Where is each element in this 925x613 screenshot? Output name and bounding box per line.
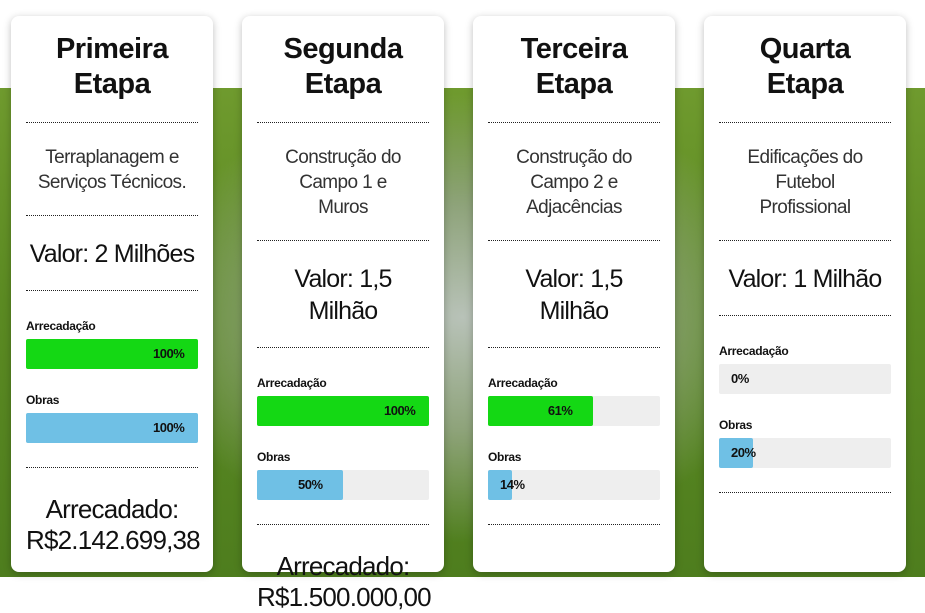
divider <box>488 122 660 123</box>
raised-amount: R$2.142.699,38 <box>26 525 201 555</box>
total-raised: Arrecadado: R$2.142.699,38 <box>26 468 201 556</box>
obras-progress-fill <box>488 470 513 500</box>
divider <box>488 347 660 348</box>
obras-progress-value: 14% <box>500 477 525 492</box>
stage-description: Terraplanagem e Serviços Técnicos. <box>37 147 187 193</box>
stage-description: Edificações do Futebol Profissional <box>747 147 863 218</box>
arrecadacao-progress-fill <box>26 339 198 369</box>
arrecadacao-progress-bar: 100% <box>257 396 429 426</box>
arrecadacao-label: Arrecadação <box>488 376 558 390</box>
stage-card: Primeira Etapa Terraplanagem e Serviços … <box>11 16 213 572</box>
divider <box>257 240 429 241</box>
stage-title: Terceira Etapa <box>520 33 628 100</box>
obras-label: Obras <box>488 450 522 464</box>
arrecadacao-progress-bar: 0% <box>719 364 891 394</box>
stage-value: Valor: 2 Milhões <box>29 240 195 268</box>
stage-title: Primeira Etapa <box>55 33 169 100</box>
divider <box>488 524 660 525</box>
stage-card: Quarta Etapa Edificações do Futebol Prof… <box>704 16 906 572</box>
obras-label: Obras <box>719 418 753 432</box>
arrecadacao-progress-bar: 100% <box>26 339 198 369</box>
divider <box>26 467 198 468</box>
divider <box>719 492 891 493</box>
arrecadacao-progress-value: 61% <box>547 403 573 418</box>
obras-label: Obras <box>26 393 60 407</box>
arrecadacao-label: Arrecadação <box>26 319 96 333</box>
arrecadacao-label: Arrecadação <box>719 344 789 358</box>
total-raised: Arrecadado: R$1.500.000,00 <box>257 525 432 613</box>
divider <box>257 524 429 525</box>
stage-description: Construção do Campo 2 e Adjacências <box>516 147 632 218</box>
divider <box>719 122 891 123</box>
stage-card: Terceira Etapa Construção do Campo 2 e A… <box>473 16 675 572</box>
divider <box>26 122 198 123</box>
obras-progress-bar: 20% <box>719 438 891 468</box>
obras-progress-bar: 100% <box>26 413 198 443</box>
obras-progress-value: 20% <box>731 445 756 460</box>
obras-progress-fill <box>719 438 754 468</box>
stage-value: Valor: 1,5 Milhão <box>294 265 392 325</box>
arrecadacao-progress-value: 100% <box>153 346 185 361</box>
obras-label: Obras <box>257 450 291 464</box>
obras-progress-value: 100% <box>153 420 185 435</box>
divider <box>26 215 198 216</box>
divider <box>26 290 198 291</box>
stage-title: Quarta Etapa <box>759 33 851 100</box>
arrecadacao-progress-value: 100% <box>384 403 416 418</box>
divider <box>257 122 429 123</box>
obras-progress-fill <box>257 470 343 500</box>
arrecadacao-progress-bar: 61% <box>488 396 660 426</box>
raised-label: Arrecadado: <box>276 551 411 581</box>
divider <box>719 240 891 241</box>
obras-progress-fill <box>26 413 198 443</box>
divider <box>488 240 660 241</box>
raised-label: Arrecadado: <box>45 494 180 524</box>
stage-card: Segunda Etapa Construção do Campo 1 e Mu… <box>242 16 444 612</box>
arrecadacao-label: Arrecadação <box>257 376 327 390</box>
stage-title: Segunda Etapa <box>283 33 403 100</box>
obras-progress-bar: 14% <box>488 470 660 500</box>
stage-description: Construção do Campo 1 e Muros <box>285 147 401 218</box>
stage-value: Valor: 1 Milhão <box>728 265 883 293</box>
divider <box>257 347 429 348</box>
arrecadacao-progress-fill <box>488 396 593 426</box>
arrecadacao-progress-fill <box>257 396 429 426</box>
obras-progress-bar: 50% <box>257 470 429 500</box>
stage-value: Valor: 1,5 Milhão <box>525 265 623 325</box>
divider <box>719 315 891 316</box>
raised-amount: R$1.500.000,00 <box>257 582 432 612</box>
arrecadacao-progress-value: 0% <box>731 371 749 386</box>
obras-progress-value: 50% <box>298 477 323 492</box>
